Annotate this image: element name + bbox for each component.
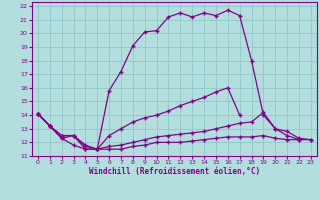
X-axis label: Windchill (Refroidissement éolien,°C): Windchill (Refroidissement éolien,°C) [89,167,260,176]
